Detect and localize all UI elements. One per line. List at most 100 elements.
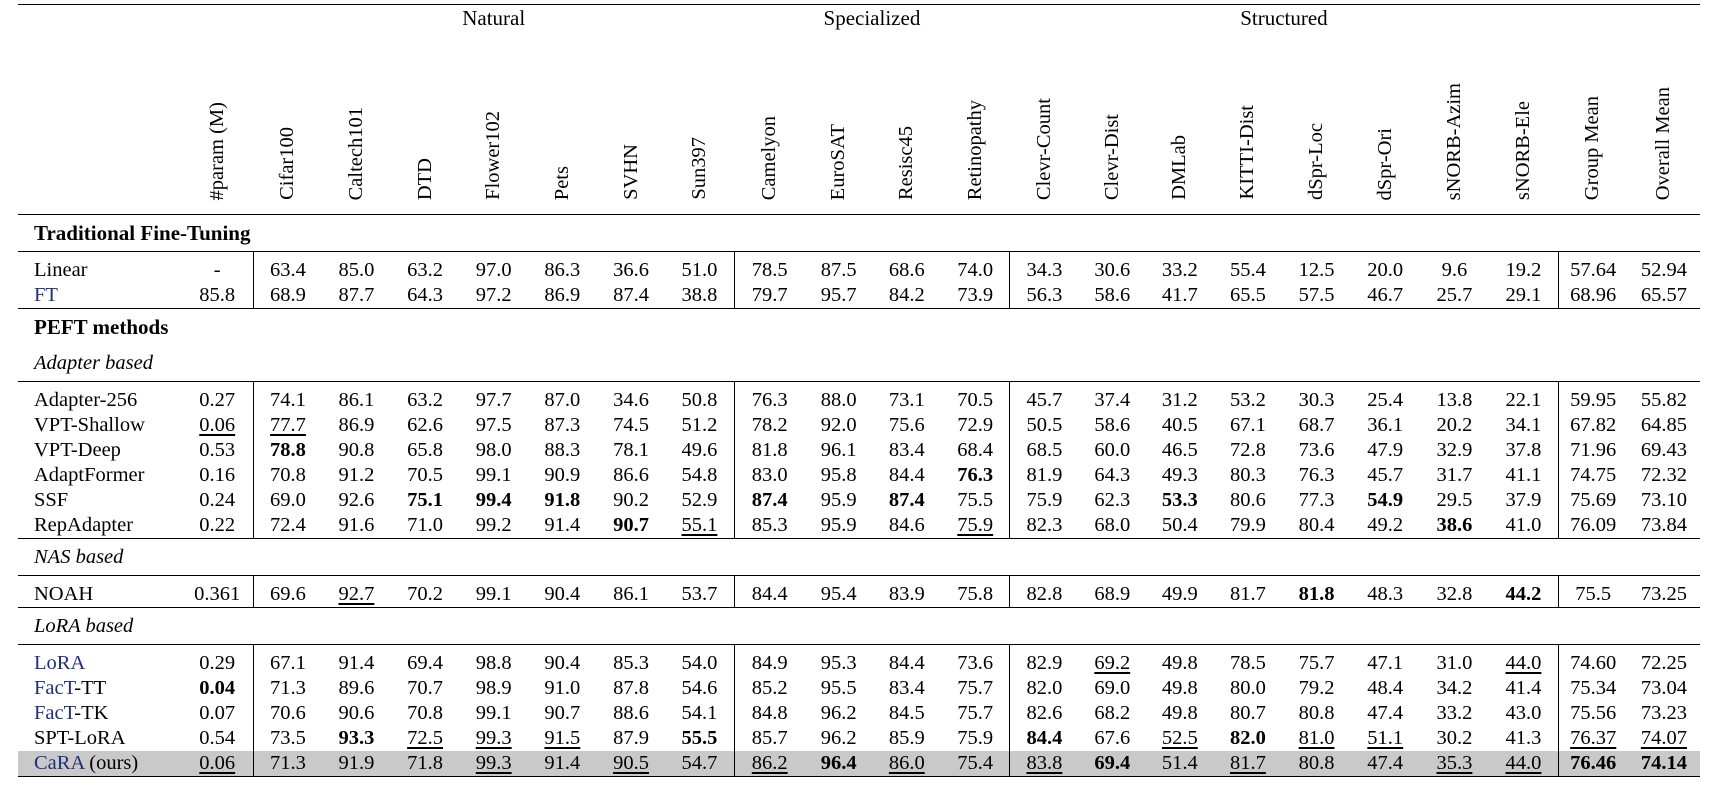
cell-value: 90.6 [338,702,375,724]
table-cell: 85.3 [733,513,805,539]
table-cell: 75.69 [1557,488,1628,513]
cell-value: 75.9 [957,727,994,749]
table-cell: 31.7 [1420,463,1490,488]
table-cell: 86.3 [528,251,597,283]
table-cell: 37.9 [1489,488,1558,513]
table-cell: 91.8 [528,488,597,513]
method-name-suffix: -TK [74,702,109,724]
cell-value: 22.1 [1505,389,1542,411]
cell-value: 99.1 [475,583,512,605]
method-name: VPT-Shallow [34,414,145,436]
cell-value: 73.6 [957,652,994,674]
table-cell: 90.2 [597,488,666,513]
cell-value: 95.4 [820,583,857,605]
table-cell: 41.7 [1146,283,1214,309]
table-cell: 74.5 [597,413,666,438]
table-cell: 31.0 [1419,644,1490,676]
table-cell: 70.5 [941,381,1010,413]
cell-value: 36.1 [1367,414,1404,436]
cell-value: 89.6 [338,677,375,699]
table-cell: 73.6 [1282,438,1351,463]
cell-value: 55.1 [681,514,718,536]
cell-value: 99.3 [475,752,512,774]
table-cell: 52.9 [665,488,734,513]
table-cell: 87.4 [597,283,666,309]
table-cell: 51.0 [665,251,735,283]
cell-value: 87.4 [888,489,925,511]
table-cell: 99.1 [459,701,528,726]
table-cell: 51.4 [1146,751,1214,777]
table-cell: 69.4 [390,644,460,676]
table-cell: 76.3 [1282,463,1351,488]
cell-value: 78.5 [751,259,788,281]
cell-value: 69.2 [1094,652,1131,674]
table-cell: 82.9 [1009,644,1079,676]
table-cell: 89.6 [322,676,391,701]
cell-value: 70.5 [407,464,443,486]
column-header: DTD [391,36,460,215]
cell-value: 41.7 [1161,284,1198,306]
cell-value: 12.5 [1298,259,1335,281]
table-cell: 67.82 [1557,413,1628,438]
table-cell: 49.9 [1146,575,1214,608]
cell-value: 49.8 [1161,652,1198,674]
cell-value: 91.4 [544,752,581,774]
table-cell: 99.4 [459,488,528,513]
cell-value: 75.7 [957,677,994,699]
table-cell: 97.2 [459,283,528,309]
section-subtitle: Adapter based [34,351,153,374]
table-cell: 64.85 [1628,413,1700,438]
table-cell: 95.5 [805,676,873,701]
section-row: Traditional Fine-Tuning [18,214,1700,252]
cell-value: 67.82 [1570,414,1617,436]
table-cell: 95.9 [805,488,873,513]
cell-value: 86.1 [338,389,375,411]
table-cell: 55.82 [1627,381,1700,413]
cell-value: 82.6 [1026,702,1063,724]
table-row: VPT-Shallow 0.06 77.7 86.9 62.6 97.5 87.3 74.5 5… [18,413,1700,438]
table-cell: 34.3 [1009,251,1079,283]
cell-value: 36.6 [613,259,649,281]
table-cell: 75.6 [872,413,941,438]
table-cell: 82.8 [1009,575,1079,608]
cell-value: 33.2 [1436,702,1473,724]
table-cell: 75.34 [1557,676,1628,701]
cell-value: 97.0 [475,259,512,281]
group-header-natural: Natural [462,5,526,30]
cell-value: 50.4 [1161,514,1198,536]
cell-value: 98.0 [475,439,512,461]
cell-value: 88.0 [820,389,857,411]
table-cell: 75.7 [941,701,1010,726]
table-cell: 75.5 [1557,575,1628,608]
cell-value: 84.9 [751,652,788,674]
cell-value: 97.2 [475,284,512,306]
table-cell: 49.8 [1146,701,1214,726]
table-cell: 29.5 [1420,488,1490,513]
table-cell: 75.9 [941,726,1010,751]
table-cell: 75.9 [1009,488,1079,513]
table-cell: 88.3 [528,438,597,463]
table-cell: 95.3 [804,644,873,676]
cell-value: 54.7 [681,752,718,774]
cell-value: 58.6 [1094,284,1131,306]
cell-value: 75.7 [957,702,994,724]
cell-value: 95.8 [820,464,857,486]
cell-value: 64.3 [407,284,443,306]
cell-value: 0.361 [194,583,241,605]
table-cell: 49.3 [1146,463,1214,488]
table-cell: 52.94 [1627,251,1700,283]
cell-value: 88.3 [544,439,581,461]
cell-value: 33.2 [1161,259,1198,281]
cell-value: 75.9 [1026,489,1063,511]
table-cell: 98.9 [459,676,528,701]
cell-value: 81.7 [1229,752,1266,774]
table-cell: 73.6 [941,644,1010,676]
table-cell: 87.8 [597,676,666,701]
table-cell: 0.24 [181,488,253,513]
column-header: Resisc45 [872,36,941,215]
table-cell: 0.04 [181,676,253,701]
table-cell: 47.4 [1350,751,1420,777]
cell-value: 56.3 [1026,284,1063,306]
table-cell: 69.4 [1078,751,1147,777]
table-cell: 87.5 [804,251,873,283]
